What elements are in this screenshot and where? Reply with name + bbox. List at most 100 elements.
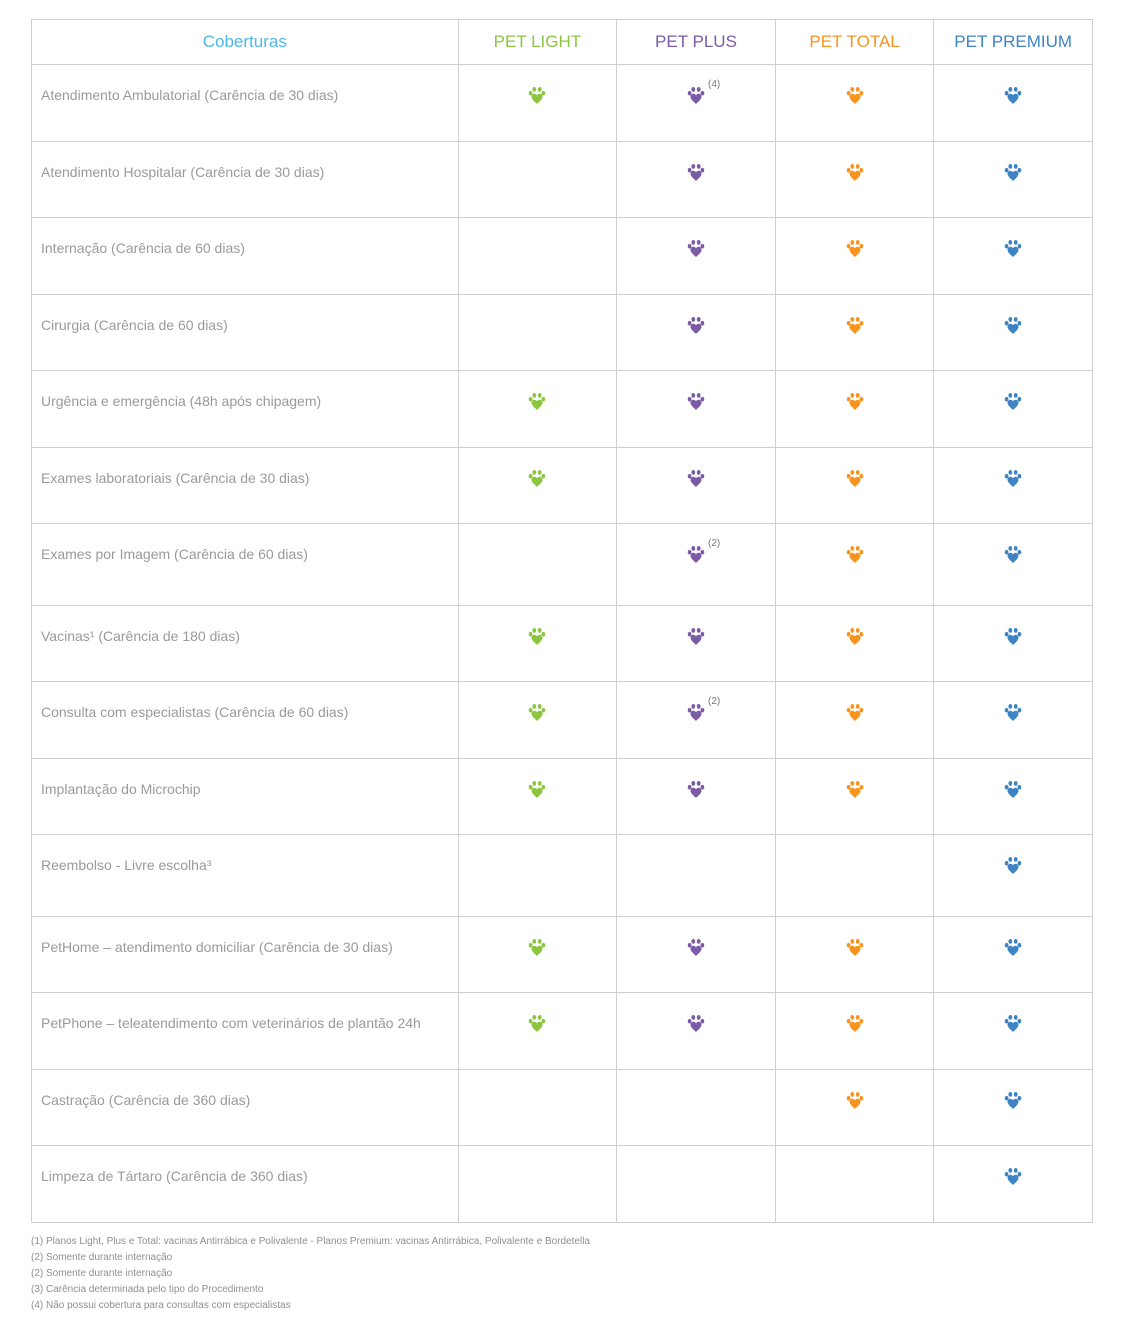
- table-row: Consulta com especialistas (Carência de …: [31, 681, 1093, 759]
- plan-header-light: PET LIGHT: [457, 19, 618, 65]
- coverage-mark-cell: [457, 834, 618, 917]
- paw-icon: [686, 468, 706, 488]
- coverage-label: Limpeza de Tártaro (Carência de 360 dias…: [31, 1145, 459, 1223]
- table-row: PetPhone – teleatendimento com veterinár…: [31, 992, 1093, 1070]
- table-row: Atendimento Ambulatorial (Carência de 30…: [31, 64, 1093, 142]
- coverage-label: Urgência e emergência (48h após chipagem…: [31, 370, 459, 448]
- coverage-label: Internação (Carência de 60 dias): [31, 217, 459, 295]
- coverage-mark-cell: [457, 992, 618, 1070]
- paw-icon: [527, 391, 547, 411]
- coverage-mark-cell: (2): [616, 681, 776, 759]
- plan-header-total: PET TOTAL: [774, 19, 935, 65]
- coverage-label: Atendimento Hospitalar (Carência de 30 d…: [31, 141, 459, 218]
- footnote-reference: (4): [707, 79, 721, 90]
- coverage-mark-cell: (2): [616, 523, 776, 606]
- paw-icon: [1003, 544, 1023, 564]
- coverage-label: PetHome – atendimento domiciliar (Carênc…: [31, 916, 459, 993]
- coverage-mark-cell: [933, 992, 1093, 1070]
- footnote-line: (1) Planos Light, Plus e Total: vacinas …: [31, 1236, 590, 1247]
- coverage-mark-cell: [933, 217, 1093, 295]
- coverage-mark-cell: [774, 370, 935, 448]
- coverage-mark-cell: [616, 141, 776, 218]
- coverage-mark-cell: [457, 916, 618, 993]
- coverage-mark-cell: [457, 141, 618, 218]
- paw-icon: [1003, 162, 1023, 182]
- coverage-mark-cell: [933, 605, 1093, 682]
- coverage-mark-cell: [616, 447, 776, 524]
- table-row: Cirurgia (Carência de 60 dias): [31, 294, 1093, 371]
- coverage-mark-cell: [457, 758, 618, 835]
- coverage-mark-cell: [933, 916, 1093, 993]
- coverage-mark-cell: [774, 758, 935, 835]
- paw-icon: [1003, 855, 1023, 875]
- coverage-label: Atendimento Ambulatorial (Carência de 30…: [31, 64, 459, 142]
- footnote-reference: (2): [707, 538, 721, 549]
- coverage-mark-cell: [933, 758, 1093, 835]
- coverage-mark-cell: [933, 447, 1093, 524]
- coverage-mark-cell: [933, 294, 1093, 371]
- header-row: Coberturas PET LIGHT PET PLUS PET TOTAL …: [31, 19, 1093, 65]
- paw-icon: [1003, 779, 1023, 799]
- coverage-mark-cell: (4): [616, 64, 776, 142]
- paw-icon: [1003, 391, 1023, 411]
- coverage-mark-cell: [616, 294, 776, 371]
- table-row: Exames por Imagem (Carência de 60 dias) (…: [31, 523, 1093, 606]
- coverage-mark-cell: [774, 447, 935, 524]
- paw-icon: [686, 391, 706, 411]
- paw-icon: [686, 315, 706, 335]
- coverage-mark-cell: [457, 447, 618, 524]
- coverage-mark-cell: [933, 370, 1093, 448]
- coverage-mark-cell: [774, 523, 935, 606]
- paw-icon: [845, 1090, 865, 1110]
- paw-icon: [527, 702, 547, 722]
- coverage-mark-cell: [616, 992, 776, 1070]
- coverage-mark-cell: [616, 758, 776, 835]
- paw-icon: [845, 85, 865, 105]
- plan-header-premium: PET PREMIUM: [933, 19, 1093, 65]
- paw-icon: [845, 779, 865, 799]
- paw-icon: [527, 85, 547, 105]
- paw-icon: (2): [686, 538, 720, 564]
- paw-icon: [686, 1013, 706, 1033]
- coverage-table: Coberturas PET LIGHT PET PLUS PET TOTAL …: [31, 19, 1093, 1223]
- coverage-label: Castração (Carência de 360 dias): [31, 1069, 459, 1146]
- coverage-mark-cell: [933, 681, 1093, 759]
- paw-icon: [845, 544, 865, 564]
- footnote-line: (4) Não possui cobertura para consultas …: [31, 1300, 291, 1311]
- paw-icon: [1003, 702, 1023, 722]
- coverage-label: Vacinas¹ (Carência de 180 dias): [31, 605, 459, 682]
- coverage-mark-cell: [774, 681, 935, 759]
- coverage-mark-cell: [774, 217, 935, 295]
- coverage-label: Implantação do Microchip: [31, 758, 459, 835]
- table-body: Atendimento Ambulatorial (Carência de 30…: [31, 64, 1093, 1223]
- coverage-mark-cell: [774, 294, 935, 371]
- paw-icon: [1003, 1166, 1023, 1186]
- coverage-column-header: Coberturas: [31, 19, 459, 65]
- coverage-mark-cell: [774, 916, 935, 993]
- coverage-mark-cell: [616, 1069, 776, 1146]
- coverage-mark-cell: [616, 834, 776, 917]
- coverage-label: Exames laboratoriais (Carência de 30 dia…: [31, 447, 459, 524]
- paw-icon: [527, 626, 547, 646]
- table-row: Reembolso - Livre escolha³: [31, 834, 1093, 917]
- paw-icon: [845, 391, 865, 411]
- paw-icon: [686, 626, 706, 646]
- footnote-line: (2) Somente durante internação: [31, 1252, 173, 1263]
- coverage-mark-cell: [457, 1145, 618, 1223]
- coverage-mark-cell: [933, 1145, 1093, 1223]
- paw-icon: [1003, 626, 1023, 646]
- paw-icon: [845, 238, 865, 258]
- table-row: Urgência e emergência (48h após chipagem…: [31, 370, 1093, 448]
- coverage-mark-cell: [457, 681, 618, 759]
- coverage-mark-cell: [774, 64, 935, 142]
- coverage-mark-cell: [457, 1069, 618, 1146]
- coverage-mark-cell: [933, 1069, 1093, 1146]
- coverage-mark-cell: [457, 605, 618, 682]
- paw-icon: [686, 937, 706, 957]
- table-row: Exames laboratoriais (Carência de 30 dia…: [31, 447, 1093, 524]
- coverage-mark-cell: [774, 1145, 935, 1223]
- coverage-label: PetPhone – teleatendimento com veterinár…: [31, 992, 459, 1070]
- coverage-mark-cell: [933, 64, 1093, 142]
- paw-icon: [845, 468, 865, 488]
- coverage-mark-cell: [774, 141, 935, 218]
